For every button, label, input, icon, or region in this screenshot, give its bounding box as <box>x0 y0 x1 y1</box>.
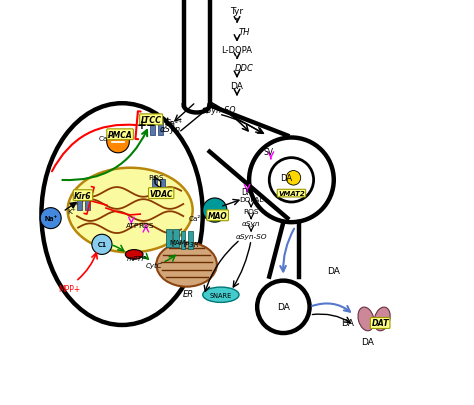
Bar <box>173 230 179 247</box>
Ellipse shape <box>156 243 217 287</box>
Text: C1: C1 <box>97 242 107 248</box>
Text: DA: DA <box>341 319 355 328</box>
Ellipse shape <box>358 307 374 331</box>
Circle shape <box>92 234 112 255</box>
Text: Tyr: Tyr <box>230 7 244 16</box>
Text: Na⁺: Na⁺ <box>44 215 57 222</box>
Text: K⁺: K⁺ <box>67 208 76 214</box>
Text: ATP: ATP <box>126 222 139 228</box>
Text: DA: DA <box>328 266 340 275</box>
Text: VDAC: VDAC <box>149 189 173 198</box>
Text: ROS: ROS <box>148 174 164 180</box>
Bar <box>188 232 192 249</box>
Bar <box>150 120 155 136</box>
Text: MAO: MAO <box>208 211 228 220</box>
Text: DA: DA <box>362 337 374 346</box>
Text: −: − <box>146 118 155 131</box>
Bar <box>85 194 90 211</box>
Text: DAT: DAT <box>371 319 389 328</box>
Text: CytC: CytC <box>146 262 163 268</box>
Text: αSyn-SO: αSyn-SO <box>236 234 267 240</box>
Text: LTCC: LTCC <box>141 115 162 124</box>
Circle shape <box>269 158 314 202</box>
Text: Ca²⁺: Ca²⁺ <box>99 136 115 142</box>
Text: L-DOPA: L-DOPA <box>221 46 253 55</box>
Bar <box>166 230 172 247</box>
Text: DA: DA <box>242 188 253 197</box>
Text: DDC: DDC <box>235 64 254 73</box>
Text: DA: DA <box>277 303 290 311</box>
Circle shape <box>286 171 301 185</box>
Text: Na⁺: Na⁺ <box>44 215 57 222</box>
Text: αSyn: αSyn <box>160 124 181 133</box>
Text: MAM: MAM <box>169 240 186 246</box>
Ellipse shape <box>68 168 192 253</box>
Text: αSyn-SO: αSyn-SO <box>201 105 236 115</box>
Bar <box>181 232 185 249</box>
Circle shape <box>203 198 227 223</box>
Ellipse shape <box>125 250 143 260</box>
Text: ROS: ROS <box>243 209 259 215</box>
Ellipse shape <box>203 288 239 303</box>
Bar <box>158 120 163 136</box>
Text: Ca²⁺: Ca²⁺ <box>189 215 205 222</box>
Bar <box>152 179 157 196</box>
Circle shape <box>107 131 129 153</box>
Text: ROS: ROS <box>138 222 154 228</box>
Text: SNARE: SNARE <box>210 292 232 298</box>
Text: ER: ER <box>183 290 194 299</box>
Bar <box>160 179 165 196</box>
Circle shape <box>40 208 61 229</box>
Text: TH: TH <box>238 28 250 37</box>
Text: MPP+: MPP+ <box>58 284 81 294</box>
Text: DOPAL: DOPAL <box>239 197 264 202</box>
Text: αSyn: αSyn <box>242 221 260 227</box>
Text: PMCA: PMCA <box>108 130 132 139</box>
Text: Kir6: Kir6 <box>74 191 92 200</box>
Text: mPTP: mPTP <box>127 256 147 262</box>
Text: DA: DA <box>281 174 292 183</box>
Text: C1: C1 <box>97 242 107 248</box>
Ellipse shape <box>374 307 390 331</box>
Text: IP3R: IP3R <box>184 242 200 248</box>
Text: +: + <box>137 118 146 131</box>
Text: DA: DA <box>230 82 244 91</box>
Text: SV: SV <box>264 148 273 157</box>
Text: VMAT2: VMAT2 <box>278 191 305 197</box>
Text: Ca²⁺: Ca²⁺ <box>166 118 183 127</box>
Bar <box>77 194 82 211</box>
